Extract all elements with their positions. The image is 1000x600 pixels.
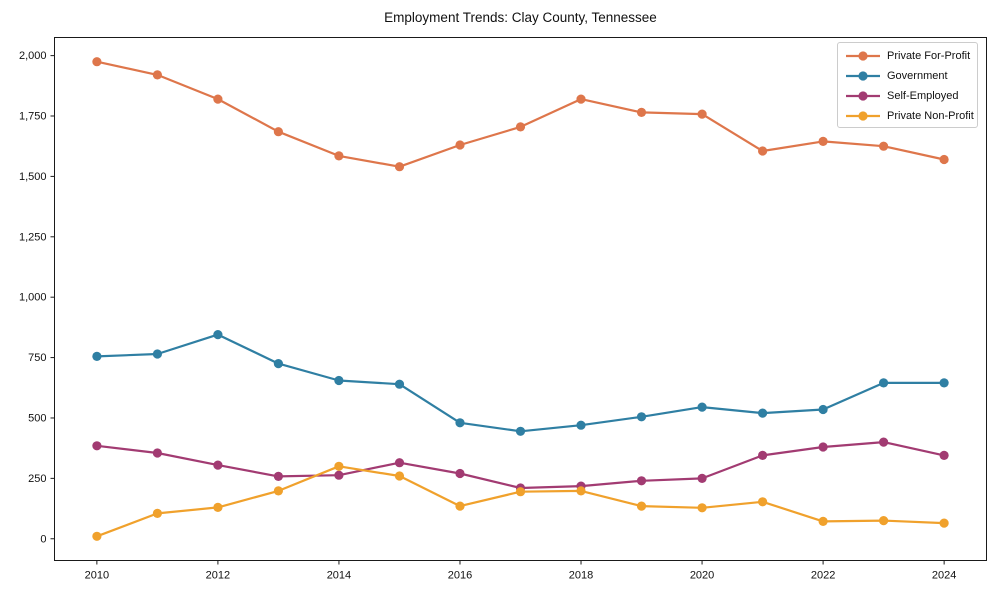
data-point (394, 162, 405, 172)
data-point (213, 330, 223, 340)
y-tick-label: 250 (28, 473, 46, 485)
data-point (515, 426, 526, 436)
y-tick-label: 1,500 (19, 171, 47, 183)
legend-item-private-non-profit: Private Non-Profit (846, 106, 974, 126)
data-point (576, 94, 586, 104)
data-point (152, 448, 162, 458)
data-point (152, 70, 162, 80)
data-point (455, 418, 465, 428)
data-point (879, 516, 889, 526)
data-point (92, 531, 102, 541)
data-point (515, 122, 526, 132)
data-point (152, 349, 162, 359)
data-point (455, 140, 465, 150)
y-tick-label: 1,000 (19, 292, 47, 304)
data-point (939, 450, 949, 460)
chart-title: Employment Trends: Clay County, Tennesse… (384, 10, 657, 25)
data-point (818, 136, 828, 146)
data-point (394, 379, 405, 389)
x-tick-label: 2010 (85, 570, 109, 582)
data-point (636, 476, 647, 486)
legend: Private For-Profit Government Self-Emplo… (837, 42, 978, 128)
data-point (213, 460, 223, 470)
data-point (394, 471, 405, 481)
data-point (758, 450, 768, 460)
data-point (818, 404, 828, 415)
data-point (273, 127, 283, 137)
series-line (95, 60, 946, 168)
data-point (879, 378, 889, 388)
legend-item-private-for-profit: Private For-Profit (846, 46, 973, 66)
legend-item-self-employed: Self-Employed (846, 86, 973, 106)
data-point (697, 109, 707, 119)
data-point (879, 141, 889, 151)
x-tick-label: 2014 (327, 570, 351, 582)
data-point (334, 470, 344, 480)
data-point (818, 442, 828, 452)
y-tick-label: 1,250 (19, 231, 47, 243)
line-marker-icon (846, 91, 880, 101)
data-point (213, 94, 223, 104)
x-tick-label: 2024 (932, 570, 956, 582)
legend-label: Private Non-Profit (887, 110, 974, 122)
y-tick-label: 0 (40, 533, 46, 545)
data-point (576, 486, 586, 496)
data-point (515, 487, 526, 497)
data-point (636, 107, 647, 117)
data-point (879, 437, 889, 447)
legend-label: Private For-Profit (887, 50, 971, 62)
data-point (455, 468, 465, 479)
data-point (636, 412, 647, 422)
line-marker-icon (846, 111, 880, 121)
data-point (273, 359, 283, 369)
data-point (213, 502, 223, 512)
x-tick-label: 2022 (811, 570, 835, 582)
data-point (455, 501, 465, 511)
data-point (697, 402, 707, 412)
line-marker-icon (846, 71, 880, 81)
y-tick-label: 500 (28, 412, 46, 424)
data-point (576, 420, 586, 430)
line-marker-icon (846, 51, 880, 61)
x-tick-label: 2012 (206, 570, 230, 582)
data-point (939, 154, 949, 165)
data-point (334, 461, 344, 471)
y-tick-label: 2,000 (19, 50, 47, 62)
legend-label: Government (887, 70, 948, 82)
data-point (939, 518, 949, 528)
series-line (95, 465, 946, 538)
data-point (92, 57, 102, 67)
data-point (92, 441, 102, 451)
data-point (818, 516, 828, 527)
x-tick-label: 2020 (690, 570, 714, 582)
data-point (636, 501, 647, 511)
data-point (758, 146, 768, 156)
data-point (697, 473, 707, 483)
data-point (273, 486, 283, 496)
y-tick-label: 750 (28, 352, 46, 364)
data-point (697, 503, 707, 513)
data-point (152, 508, 162, 518)
data-point (758, 408, 768, 418)
data-point (334, 151, 344, 161)
legend-item-government: Government (846, 66, 973, 86)
data-point (92, 351, 102, 361)
legend-label: Self-Employed (887, 90, 959, 102)
series-line (95, 441, 946, 490)
data-point (394, 458, 405, 468)
y-tick-label: 1,750 (19, 111, 47, 123)
x-tick-label: 2018 (569, 570, 593, 582)
data-point (758, 497, 768, 507)
axes-frame (54, 37, 987, 561)
x-tick-label: 2016 (448, 570, 472, 582)
data-point (273, 471, 283, 481)
data-point (939, 378, 949, 388)
data-point (334, 375, 344, 386)
series-line (95, 333, 946, 433)
